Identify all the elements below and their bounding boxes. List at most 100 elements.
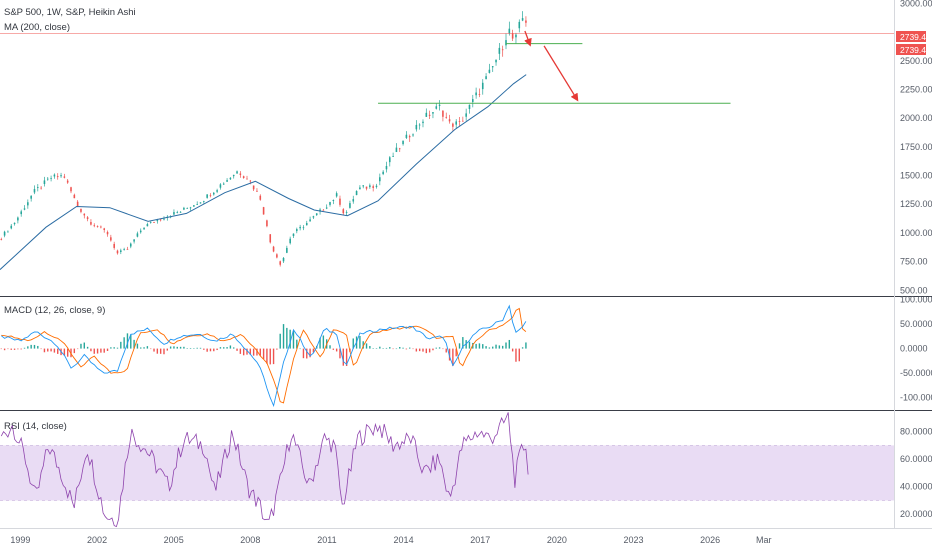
macd-histogram-bar xyxy=(312,348,315,353)
candle-body xyxy=(10,225,13,229)
candle-body xyxy=(352,199,355,202)
macd-histogram-bar xyxy=(319,337,321,349)
candle-body xyxy=(242,176,245,179)
macd-histogram-bar xyxy=(140,347,142,349)
candle-body xyxy=(485,76,487,80)
candle-body xyxy=(515,34,517,38)
macd-histogram-bar xyxy=(515,348,517,362)
macd-histogram-bar xyxy=(216,348,218,351)
macd-histogram-bar xyxy=(226,347,228,349)
x-tick-label: 2014 xyxy=(394,535,414,545)
candle-body xyxy=(103,228,106,230)
candle-body xyxy=(116,250,119,254)
candle-body xyxy=(196,204,198,205)
macd-histogram-bar xyxy=(206,348,208,352)
macd-histogram-bar xyxy=(146,346,149,349)
candle-body xyxy=(379,177,381,182)
candle-body xyxy=(90,222,92,225)
macd-histogram-bar xyxy=(63,348,66,356)
macd-histogram-bar xyxy=(309,348,311,358)
macd-histogram-bar xyxy=(242,348,245,356)
macd-histogram-bar xyxy=(236,348,238,351)
macd-histogram-bar xyxy=(176,346,178,349)
macd-histogram-bar xyxy=(332,348,335,350)
candle-body xyxy=(335,193,338,197)
candle-body xyxy=(276,254,278,258)
macd-histogram-bar xyxy=(100,348,102,353)
rsi-y-tick-label: 60.0000 xyxy=(900,454,932,464)
candle-body xyxy=(508,28,511,34)
macd-histogram-bar xyxy=(282,324,285,349)
candle-body xyxy=(448,119,451,122)
price-pane xyxy=(0,11,894,270)
macd-histogram-bar xyxy=(73,348,76,354)
price-y-tick-label: 2000.00 xyxy=(900,113,932,123)
macd-histogram-bar xyxy=(86,346,89,349)
macd-histogram-bar xyxy=(57,348,59,354)
macd-y-tick-label: -100.0000 xyxy=(900,393,932,403)
macd-histogram-bar xyxy=(199,347,202,349)
candle-body xyxy=(468,104,471,109)
macd-histogram-bar xyxy=(359,335,361,349)
price-y-tick-label: 1250.00 xyxy=(900,199,932,209)
candle-body xyxy=(110,237,112,241)
candle-body xyxy=(521,18,524,21)
macd-histogram-bar xyxy=(425,348,428,354)
macd-histogram-bar xyxy=(173,346,175,349)
macd-histogram-bar xyxy=(163,348,165,355)
candle-body xyxy=(511,33,514,39)
macd-histogram-bar xyxy=(239,348,242,354)
candle-body xyxy=(412,134,414,136)
candle-body xyxy=(129,243,132,247)
candle-body xyxy=(212,192,215,195)
macd-histogram-bar xyxy=(402,347,404,349)
macd-histogram-bar xyxy=(183,346,185,349)
last-price-label: 2739.41 xyxy=(900,32,931,42)
macd-histogram-bar xyxy=(186,348,188,349)
candle-body xyxy=(7,231,9,233)
macd-histogram-bar xyxy=(0,348,2,350)
macd-histogram-bar xyxy=(93,348,95,354)
macd-histogram-bar xyxy=(159,348,162,354)
rsi-y-tick-label: 20.0000 xyxy=(900,509,932,519)
macd-histogram-bar xyxy=(292,331,295,349)
last-price-label-2: 2739.41 xyxy=(900,45,931,55)
macd-histogram-bar xyxy=(40,348,42,350)
macd-histogram-bar xyxy=(37,345,39,349)
macd-histogram-bar xyxy=(452,348,454,367)
macd-histogram-bar xyxy=(50,348,52,352)
candle-body xyxy=(478,94,481,95)
macd-histogram-bar xyxy=(53,348,56,353)
candle-body xyxy=(0,239,3,240)
candle-body xyxy=(113,243,115,248)
macd-histogram-bar xyxy=(189,347,192,349)
macd-histogram-bar xyxy=(3,348,6,351)
candle-body xyxy=(126,248,129,250)
macd-histogram-bar xyxy=(90,348,92,352)
macd-histogram-bar xyxy=(475,343,477,349)
price-y-tick-label: 1500.00 xyxy=(900,171,932,181)
macd-histogram-bar xyxy=(395,348,398,350)
candle-body xyxy=(286,247,288,253)
macd-histogram-bar xyxy=(345,348,348,367)
macd-histogram-bar xyxy=(27,346,29,349)
candle-body xyxy=(259,195,262,200)
macd-histogram-bar xyxy=(20,348,22,350)
macd-histogram-bar xyxy=(289,329,291,349)
candle-body xyxy=(452,123,454,127)
candle-body xyxy=(179,211,182,213)
candle-body xyxy=(491,66,494,68)
candle-body xyxy=(292,233,295,237)
macd-histogram-bar xyxy=(329,345,331,349)
candle-body xyxy=(60,175,62,177)
candle-body xyxy=(80,208,82,212)
candle-body xyxy=(388,157,391,163)
macd-histogram-bar xyxy=(209,348,212,352)
macd-histogram-bar xyxy=(302,348,305,359)
macd-histogram-bar xyxy=(213,348,215,352)
candle-body xyxy=(13,222,16,225)
candle-body xyxy=(382,171,384,175)
rsi-legend: RSI (14, close) xyxy=(4,421,67,432)
candle-body xyxy=(355,191,358,196)
x-tick-label: 2026 xyxy=(700,535,720,545)
